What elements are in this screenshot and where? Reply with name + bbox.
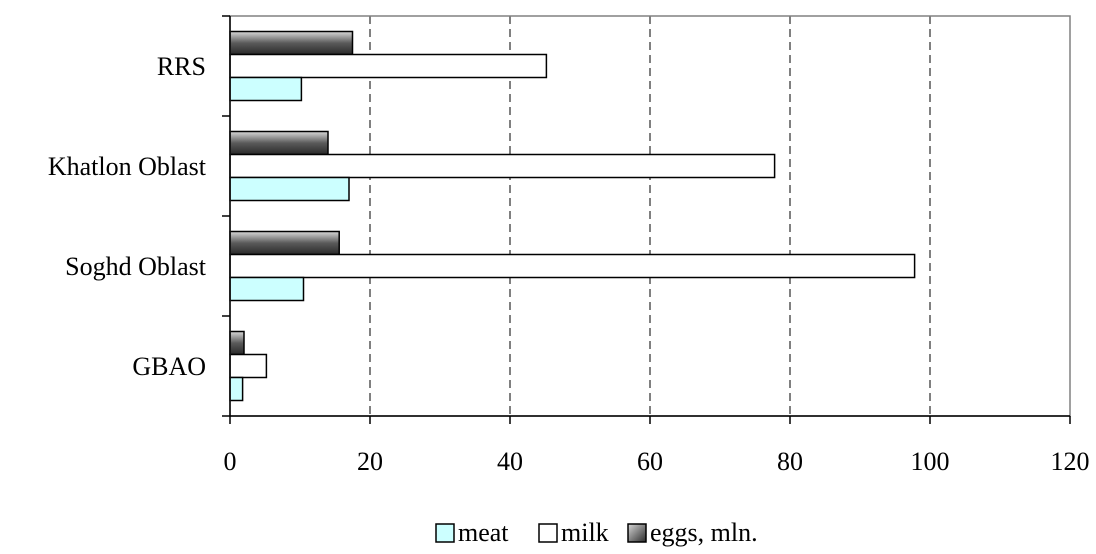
legend-swatch-meat: [435, 523, 455, 543]
axes: [222, 15, 1071, 424]
bar-eggs-rrs: [229, 30, 354, 56]
bar-meat-khatlon-oblast: [229, 176, 350, 202]
legend-swatch-eggs: [627, 523, 647, 543]
legend-label-milk: milk: [561, 518, 609, 547]
category-label-khatlon-oblast: Khatlon Oblast: [48, 152, 207, 181]
x-tick-label-100: 100: [911, 447, 950, 476]
x-tick-label-120: 120: [1051, 447, 1090, 476]
legend: meat milk eggs, mln.: [435, 518, 758, 547]
bar-eggs-khatlon-oblast: [229, 130, 329, 156]
bar-eggs-gbao: [229, 330, 245, 356]
x-tick-label-60: 60: [637, 447, 663, 476]
category-label-rrs: RRS: [157, 52, 206, 81]
bar-milk-soghd-oblast: [229, 253, 916, 279]
bar-milk-rrs: [229, 53, 548, 79]
legend-swatch-milk: [538, 523, 558, 543]
bar-meat-gbao: [229, 376, 244, 402]
legend-label-meat: meat: [458, 518, 509, 547]
x-tick-label-80: 80: [777, 447, 803, 476]
x-tick-label-20: 20: [357, 447, 383, 476]
x-tick-label-40: 40: [497, 447, 523, 476]
bar-milk-khatlon-oblast: [229, 153, 776, 179]
x-tick-labels: 0 20 40 60 80 100 120: [224, 447, 1090, 476]
bar-meat-soghd-oblast: [229, 276, 305, 302]
category-labels: GBAO Soghd Oblast Khatlon Oblast RRS: [48, 52, 207, 381]
bar-milk-gbao: [229, 353, 268, 379]
category-label-soghd-oblast: Soghd Oblast: [65, 252, 207, 281]
bar-eggs-soghd-oblast: [229, 230, 340, 256]
category-label-gbao: GBAO: [132, 352, 206, 381]
bar-meat-rrs: [229, 76, 303, 102]
bars: [229, 30, 916, 402]
legend-label-eggs: eggs, mln.: [650, 518, 758, 547]
x-tick-label-0: 0: [224, 447, 237, 476]
